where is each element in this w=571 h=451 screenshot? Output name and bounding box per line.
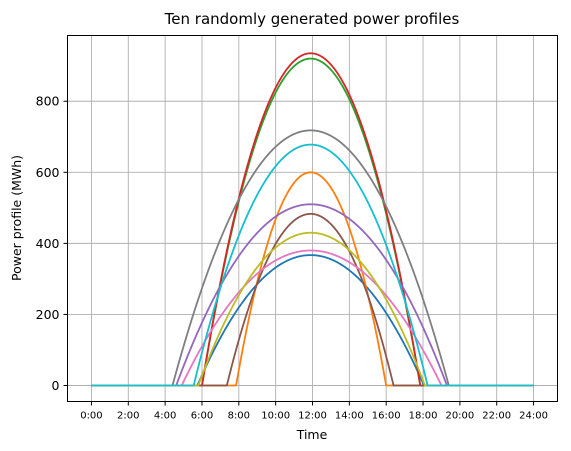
x-axis-ticks: 0:00 2:00 4:00 6:00 8:00 10:00 12:00 14:00 16:00… [80, 401, 548, 422]
series-group [91, 52, 534, 387]
y-tick-label: 0 [52, 378, 60, 393]
y-tick-label: 400 [36, 236, 60, 251]
x-tick-label: 4:00 [154, 411, 176, 422]
x-axis-label: Time [296, 427, 328, 442]
grid [67, 35, 558, 402]
y-axis-ticks: 0 200 400 600 800 [36, 94, 68, 393]
x-tick-label: 10:00 [261, 411, 290, 422]
y-axis-label: Power profile (MWh) [9, 155, 24, 281]
x-tick-label: 12:00 [298, 411, 327, 422]
x-tick-label: 8:00 [228, 411, 250, 422]
x-tick-label: 0:00 [80, 411, 102, 422]
chart-title: Ten randomly generated power profiles [164, 10, 460, 28]
x-tick-label: 24:00 [519, 411, 548, 422]
x-tick-label: 22:00 [482, 411, 511, 422]
x-tick-label: 16:00 [372, 411, 401, 422]
x-tick-label: 2:00 [117, 411, 139, 422]
y-tick-label: 200 [36, 307, 60, 322]
x-tick-label: 14:00 [335, 411, 364, 422]
y-tick-label: 600 [36, 165, 60, 180]
y-tick-label: 800 [36, 94, 60, 109]
x-tick-label: 6:00 [191, 411, 213, 422]
x-tick-label: 20:00 [445, 411, 474, 422]
series-line-10 [91, 143, 534, 387]
x-tick-label: 18:00 [409, 411, 438, 422]
